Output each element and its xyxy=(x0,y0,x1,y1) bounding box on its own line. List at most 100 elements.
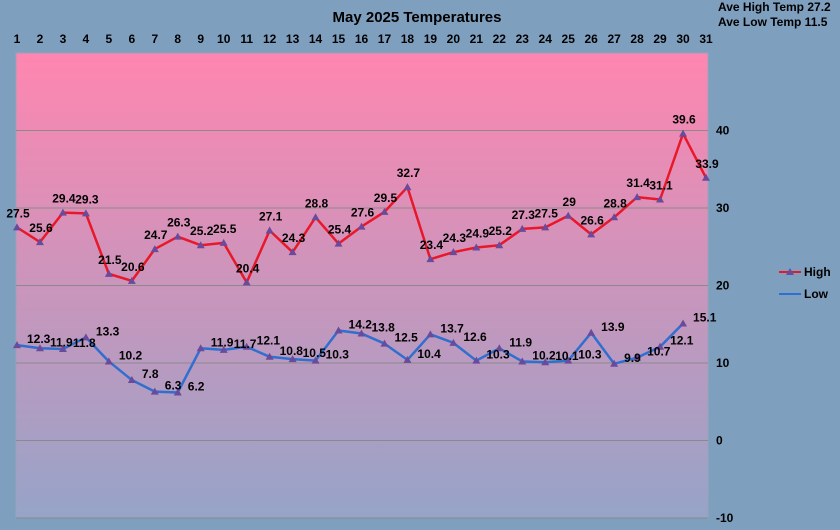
data-label-low: 12.6 xyxy=(463,330,487,344)
data-label-low: 10.7 xyxy=(647,345,671,359)
data-label-low: 11.9 xyxy=(211,335,234,349)
data-point-low xyxy=(472,356,481,364)
data-label-low: 12.1 xyxy=(257,334,281,348)
data-label-low: 14.2 xyxy=(349,317,373,331)
data-label-low: 12.3 xyxy=(27,332,51,346)
data-label-high: 28.8 xyxy=(603,196,627,210)
data-label-low: 13.3 xyxy=(96,324,120,338)
x-tick-label: 24 xyxy=(539,32,553,46)
data-label-high: 26.3 xyxy=(167,216,191,230)
x-tick-label: 12 xyxy=(263,32,277,46)
data-label-high: 32.7 xyxy=(397,166,421,180)
data-point-high xyxy=(334,239,343,247)
data-label-high: 25.2 xyxy=(489,224,513,238)
legend-high-marker xyxy=(786,268,794,275)
data-labels: 27.525.629.4 29.321.5 20.624.726.325.2 25.5… xyxy=(6,113,719,394)
data-label-high: 27.5 xyxy=(535,206,559,220)
x-tick-label: 10 xyxy=(217,32,231,46)
data-point-low xyxy=(541,358,550,366)
data-point-low xyxy=(656,342,665,350)
x-tick-label: 14 xyxy=(309,32,323,46)
data-label-high: 31.1 xyxy=(649,178,673,192)
data-point-low xyxy=(587,328,596,336)
data-point-high xyxy=(150,245,159,253)
data-label-low: 11.8 xyxy=(73,336,96,350)
data-label-high: 24.3 xyxy=(443,231,467,245)
data-label-low: 12.5 xyxy=(394,331,418,345)
data-label-high: 25.4 xyxy=(328,223,352,237)
data-point-low xyxy=(58,345,67,353)
data-label-high: 33.9 xyxy=(695,157,719,171)
data-point-high xyxy=(311,213,320,221)
data-label-low: 11.7 xyxy=(234,337,257,351)
data-label-high: 27.3 xyxy=(512,208,536,222)
y-tick-label: 40 xyxy=(716,124,730,138)
series-layer xyxy=(13,129,710,396)
data-label-low: 12.1 xyxy=(670,334,694,348)
data-point-low xyxy=(380,339,389,347)
annotation-ave-high: Ave High Temp 27.2 xyxy=(718,0,831,14)
data-point-high xyxy=(104,269,113,277)
data-point-low xyxy=(679,319,688,327)
data-point-low xyxy=(357,329,366,337)
data-label-high: 27.6 xyxy=(351,206,375,220)
data-label-low: 10.3 xyxy=(326,348,350,362)
data-point-high xyxy=(610,213,619,221)
data-label-low: 10.2 xyxy=(119,348,143,362)
x-tick-label: 23 xyxy=(516,32,530,46)
x-tick-label: 26 xyxy=(584,32,598,46)
chart-title: May 2025 Temperatures xyxy=(333,9,502,26)
x-tick-label: 13 xyxy=(286,32,300,46)
data-point-high xyxy=(472,243,481,251)
data-point-low xyxy=(334,326,343,334)
data-label-high: 25.6 xyxy=(29,221,53,235)
data-label-high: 26.6 xyxy=(580,213,604,227)
y-tick-label: 30 xyxy=(716,201,730,215)
data-point-high xyxy=(127,276,136,284)
data-point-low xyxy=(150,387,159,395)
x-tick-label: 8 xyxy=(174,32,181,46)
x-tick-label: 15 xyxy=(332,32,346,46)
annotation-ave-low: Ave Low Temp 11.5 xyxy=(718,15,828,29)
x-tick-label: 27 xyxy=(607,32,621,46)
data-point-high xyxy=(702,173,710,181)
data-label-high: 25.2 xyxy=(190,224,214,238)
data-label-low: 10.5 xyxy=(303,346,327,360)
y-tick-label: 20 xyxy=(716,279,730,293)
x-tick-label: 2 xyxy=(37,32,44,46)
x-tick-label: 1 xyxy=(14,32,21,46)
data-point-low xyxy=(518,357,527,365)
data-point-low xyxy=(13,341,21,349)
x-tick-label: 17 xyxy=(378,32,392,46)
data-point-low xyxy=(173,388,182,396)
x-tick-label: 25 xyxy=(562,32,576,46)
x-tick-label: 4 xyxy=(83,32,90,46)
data-point-high xyxy=(58,208,67,216)
data-point-high xyxy=(495,241,504,249)
data-label-low: 10.3 xyxy=(486,348,510,362)
data-label-low: 10.1 xyxy=(555,349,579,363)
data-label-high: 21.5 xyxy=(98,253,122,267)
x-tick-label: 9 xyxy=(197,32,204,46)
data-point-low xyxy=(35,344,44,352)
x-tick-label: 3 xyxy=(60,32,67,46)
x-tick-label: 18 xyxy=(401,32,415,46)
data-label-high: 29 xyxy=(563,195,577,209)
data-label-low: 13.7 xyxy=(440,321,464,335)
data-label-low: 10.8 xyxy=(280,344,304,358)
x-tick-label: 30 xyxy=(676,32,690,46)
data-point-low xyxy=(403,355,412,363)
x-tick-label: 5 xyxy=(106,32,113,46)
data-point-high xyxy=(564,211,573,219)
data-label-high: 39.6 xyxy=(672,113,696,127)
data-label-low: 13.8 xyxy=(372,321,396,335)
x-axis: 1 2 3 4 5 6 7 8 9 10 11 12 13 14 15 16 17 18 19 20 21 22 23 24 2… xyxy=(14,32,713,46)
data-label-low: 7.8 xyxy=(142,367,159,381)
data-label-low: 11.9 xyxy=(509,335,532,349)
x-tick-label: 11 xyxy=(240,32,253,46)
y-axis: -10 0 10 20 30 40 xyxy=(716,124,734,526)
data-point-high xyxy=(656,195,665,203)
data-point-high xyxy=(35,238,44,246)
data-point-high xyxy=(587,230,596,238)
data-label-low: 10.3 xyxy=(578,348,602,362)
